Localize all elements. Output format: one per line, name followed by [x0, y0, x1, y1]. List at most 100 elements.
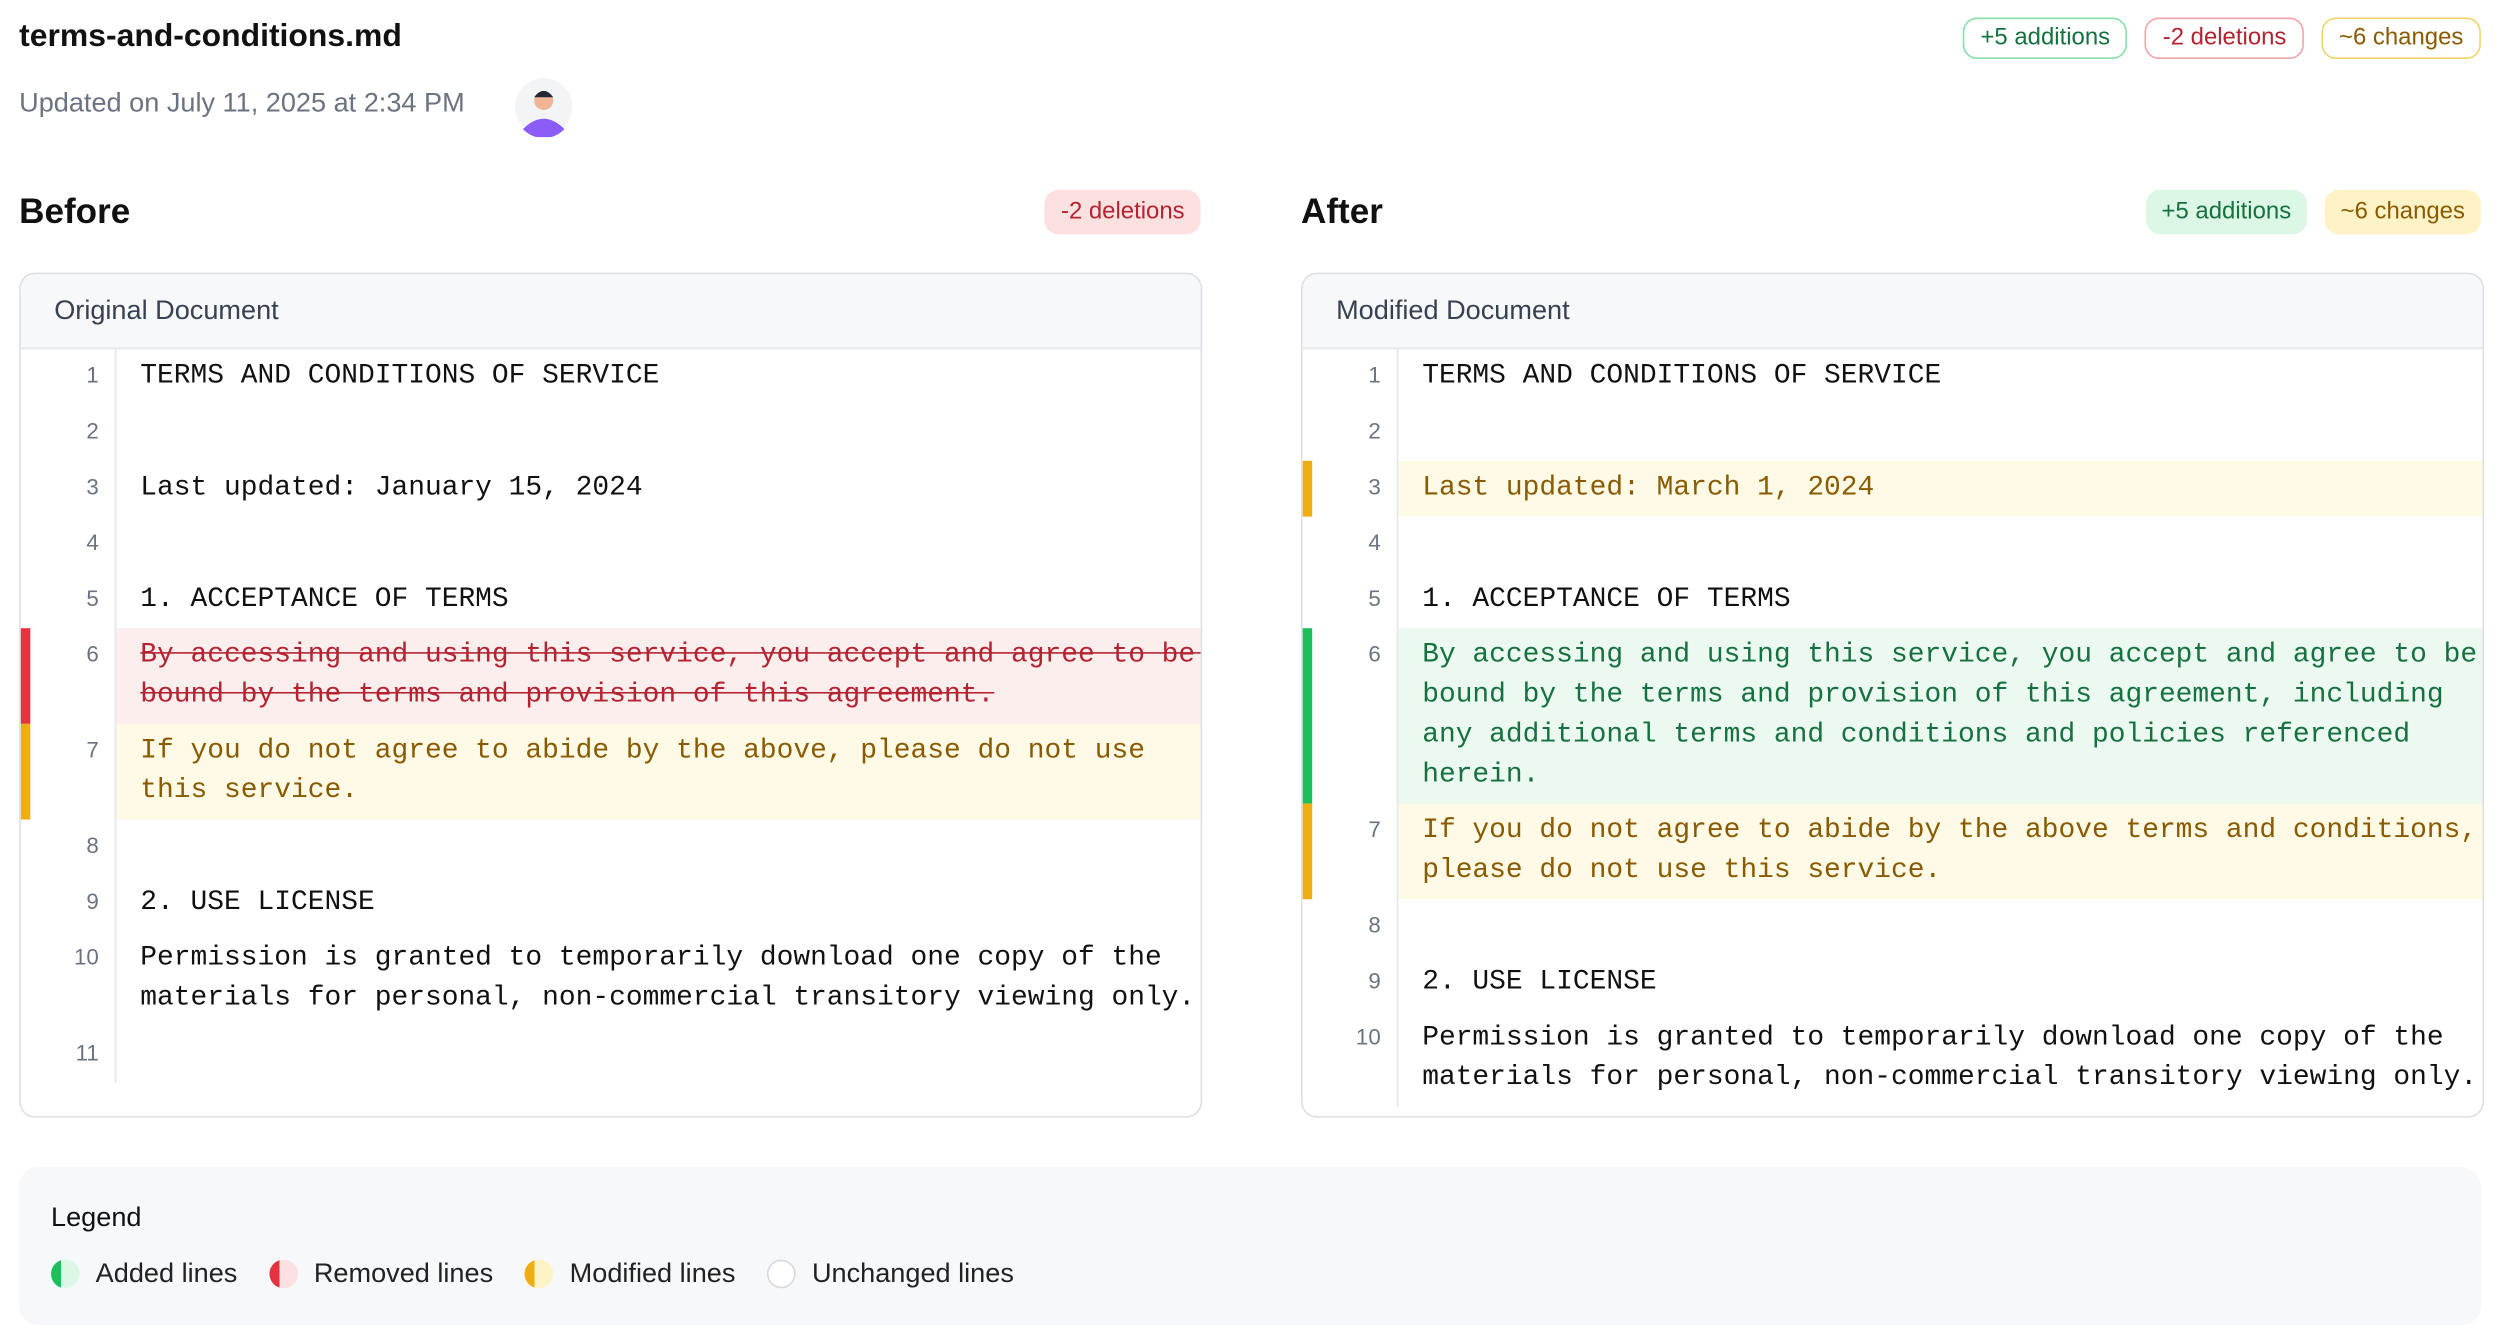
section-badges: -2 deletions: [1027, 189, 1201, 235]
line-list: 1 TERMS AND CONDITIONS OF SERVICE 2 3 Last u…: [20, 349, 1201, 1083]
diff-line: 4: [21, 516, 1201, 573]
legend-label: Unchanged lines: [811, 1257, 1014, 1289]
badge: ~6 changes: [2324, 189, 2481, 235]
diff-line: 8: [1303, 899, 2483, 956]
diff-line: 1 TERMS AND CONDITIONS OF SERVICE: [21, 349, 1201, 405]
line-number: 7: [21, 723, 117, 820]
badge: ~6 changes: [2321, 17, 2481, 59]
panel-title: Original Document: [20, 274, 1201, 350]
line-text: TERMS AND CONDITIONS OF SERVICE: [140, 360, 660, 393]
line-text: Last updated: January 15, 2024: [140, 471, 643, 504]
diff-line: 5 1. ACCEPTANCE OF TERMS: [1303, 572, 2483, 629]
panel: Original Document 1 TERMS AND CONDITIONS …: [19, 272, 1203, 1118]
line-text: By accessing and using this service, you…: [116, 628, 1201, 724]
diff-line: 6 By accessing and using this service, yo…: [20, 628, 1201, 724]
line-text: [116, 405, 1200, 461]
line-number: 10: [1303, 1010, 1399, 1107]
legend-label: Modified lines: [569, 1257, 736, 1289]
line-number: 4: [21, 516, 117, 573]
line-number: 5: [1303, 572, 1399, 629]
line-list: 1 TERMS AND CONDITIONS OF SERVICE 2 3 Last u…: [1302, 349, 2483, 1107]
line-text: [1398, 405, 2482, 461]
change-bar: [1302, 460, 1313, 517]
line-text: TERMS AND CONDITIONS OF SERVICE: [1422, 360, 1942, 393]
line-number: 6: [21, 628, 117, 724]
line-text: Permission is granted to temporarily dow…: [140, 942, 1196, 1015]
section-title: After: [1301, 191, 1383, 232]
legend-items: Added lines Removed lines Modified lines Un…: [51, 1258, 1014, 1290]
diff-line: 11: [21, 1026, 1201, 1083]
line-number: 1: [21, 349, 117, 405]
line-text: [116, 1027, 1200, 1083]
line-number: 2: [21, 404, 117, 461]
panel-title: Modified Document: [1302, 274, 2483, 350]
line-text: [1398, 517, 2482, 573]
legend-item: Modified lines: [525, 1258, 735, 1290]
diff-line: 1 TERMS AND CONDITIONS OF SERVICE: [1303, 349, 2483, 405]
line-number: 1: [1303, 349, 1399, 405]
diff-line: 6 By accessing and using this service, yo…: [1302, 628, 2483, 804]
section-title: Before: [19, 191, 131, 232]
diff-line: 5 1. ACCEPTANCE OF TERMS: [21, 572, 1201, 629]
line-text: Last updated: March 1, 2024: [1398, 460, 2483, 517]
diff-line: 3 Last updated: January 15, 2024: [21, 460, 1201, 517]
line-text: If you do not agree to abide by the abov…: [116, 723, 1201, 820]
diff-line: 7 If you do not agree to abide by the abo…: [1302, 803, 2483, 900]
line-number: 3: [21, 460, 117, 517]
panel: Modified Document 1 TERMS AND CONDITIONS …: [1301, 272, 2485, 1118]
line-number: 10: [21, 931, 117, 1027]
legend-swatch: [269, 1259, 298, 1289]
legend: Legend Added lines Removed lines Modified …: [19, 1167, 2481, 1325]
legend-item: Unchanged lines: [767, 1258, 1014, 1290]
diff-line: 9 2. USE LICENSE: [1303, 955, 2483, 1011]
line-number: 2: [1303, 404, 1399, 461]
line-text: [116, 820, 1200, 876]
summary-badges: +5 additions -2 deletions ~6 changes: [1962, 17, 2481, 59]
badge: -2 deletions: [1045, 189, 1201, 235]
legend-swatch: [525, 1259, 554, 1289]
line-text: 1. ACCEPTANCE OF TERMS: [1422, 583, 1791, 616]
line-number: 9: [21, 875, 117, 932]
diff-line: 7 If you do not agree to abide by the abo…: [20, 723, 1201, 820]
diff-line: 9 2. USE LICENSE: [21, 875, 1201, 932]
legend-swatch: [51, 1259, 80, 1289]
diff-line: 2: [1303, 404, 2483, 461]
line-number: 11: [21, 1026, 117, 1083]
line-number: 7: [1303, 803, 1399, 900]
line-number: 3: [1303, 460, 1399, 517]
line-number: 4: [1303, 516, 1399, 573]
change-bar: [1302, 803, 1313, 900]
line-number: 8: [1303, 899, 1399, 956]
change-bar: [20, 723, 31, 820]
legend-item: Added lines: [51, 1258, 237, 1290]
legend-swatch: [767, 1259, 797, 1289]
legend-item: Removed lines: [269, 1258, 493, 1290]
diff-line: 8: [21, 819, 1201, 876]
line-number: 9: [1303, 955, 1399, 1011]
line-text: If you do not agree to abide by the abov…: [1398, 803, 2483, 900]
section-badges: +5 additions ~6 changes: [2145, 189, 2481, 235]
avatar[interactable]: [513, 77, 574, 138]
line-text: 1. ACCEPTANCE OF TERMS: [140, 583, 509, 616]
badge: +5 additions: [2145, 189, 2308, 235]
line-text: Permission is granted to temporarily dow…: [1422, 1022, 2478, 1094]
line-text: By accessing and using this service, you…: [1398, 628, 2483, 804]
diff-line: 2: [21, 404, 1201, 461]
line-text: 2. USE LICENSE: [140, 886, 375, 919]
diff-line: 10 Permission is granted to temporarily d…: [21, 931, 1201, 1027]
line-number: 8: [21, 819, 117, 876]
file-name: terms-and-conditions.md: [19, 19, 402, 55]
badge: +5 additions: [1962, 17, 2128, 59]
diff-line: 4: [1303, 516, 2483, 573]
updated-time: Updated on July 11, 2025 at 2:34 PM: [19, 87, 465, 118]
line-number: 6: [1303, 628, 1399, 804]
legend-label: Removed lines: [313, 1257, 494, 1289]
line-text: [1398, 899, 2482, 955]
line-text: 2. USE LICENSE: [1422, 966, 1657, 999]
line-text: [116, 517, 1200, 573]
diff-line: 10 Permission is granted to temporarily d…: [1303, 1010, 2483, 1107]
legend-title: Legend: [51, 1202, 142, 1233]
